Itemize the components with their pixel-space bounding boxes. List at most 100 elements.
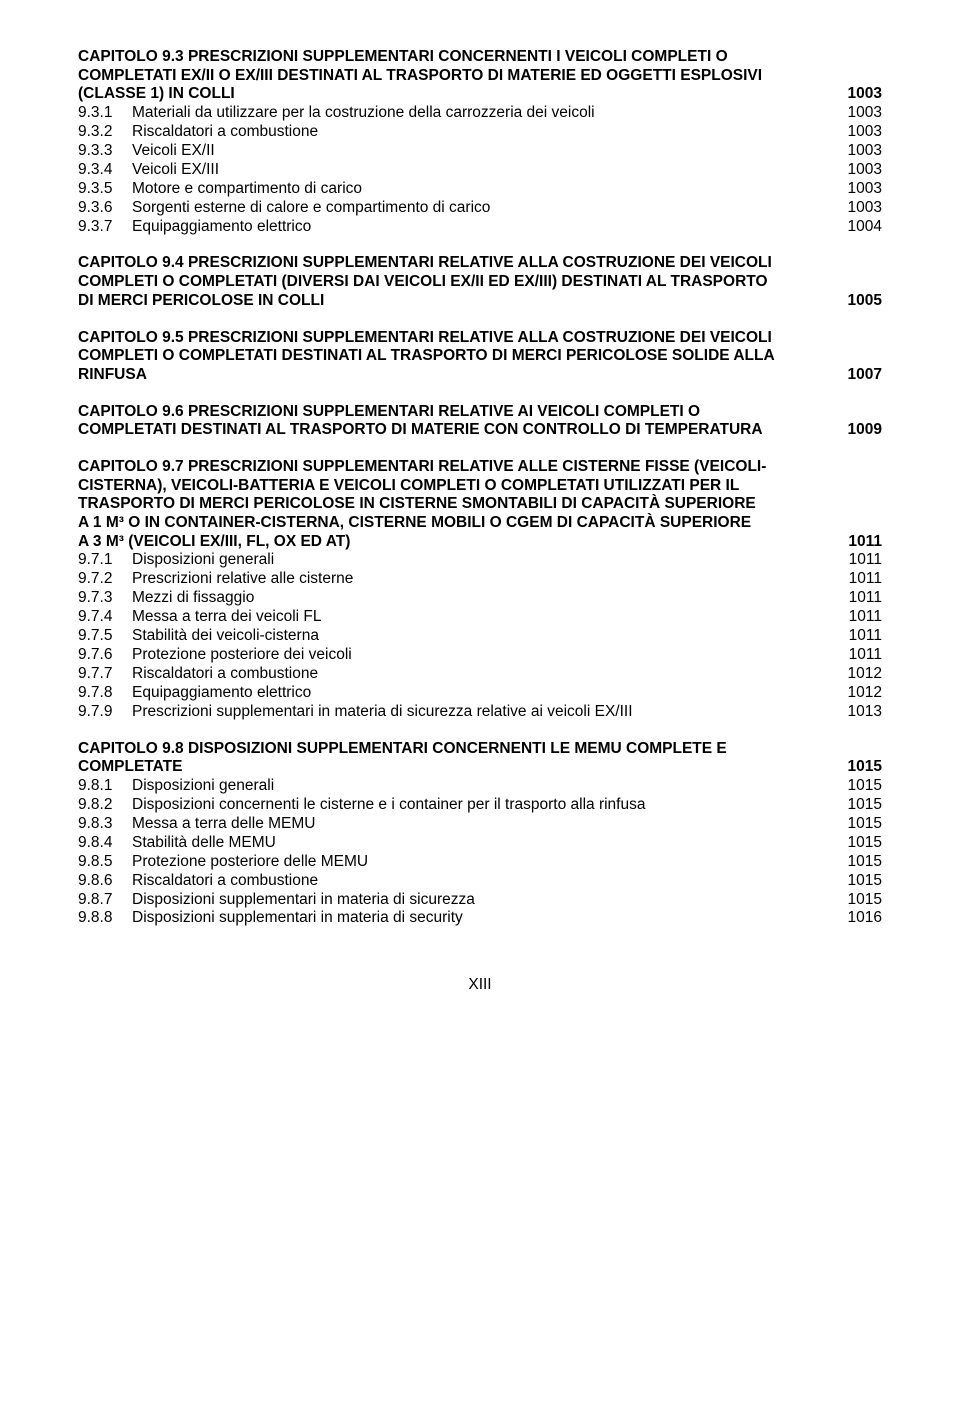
toc-entry: 9.8.6 Riscaldatori a combustione 1015 <box>78 872 882 891</box>
toc-label: 9.7.3 <box>78 589 132 608</box>
toc-label: 9.8.6 <box>78 872 132 891</box>
toc-title: Disposizioni concernenti le cisterne e i… <box>132 796 836 815</box>
toc-label: 9.7.8 <box>78 684 132 703</box>
toc-entry: 9.7.2 Prescrizioni relative alle cistern… <box>78 570 882 589</box>
toc-page-ref: 1015 <box>836 853 882 872</box>
toc-title: Disposizioni generali <box>132 777 836 796</box>
chapter-page-ref: 1003 <box>836 85 882 104</box>
toc-label: 9.3.2 <box>78 123 132 142</box>
toc-page-ref: 1011 <box>836 570 882 589</box>
chapter-heading-line: RINFUSA <box>78 366 836 385</box>
chapter-heading-line: A 3 M³ (VEICOLI EX/III, FL, OX ED AT) <box>78 533 836 552</box>
chapter-heading-line: COMPLETI O COMPLETATI (DIVERSI DAI VEICO… <box>78 273 882 292</box>
chapter-heading-line: CAPITOLO 9.5 PRESCRIZIONI SUPPLEMENTARI … <box>78 329 882 348</box>
chapter-heading-line: CAPITOLO 9.8 DISPOSIZIONI SUPPLEMENTARI … <box>78 740 882 759</box>
chapter-heading-line: CAPITOLO 9.7 PRESCRIZIONI SUPPLEMENTARI … <box>78 458 882 477</box>
toc-entry: 9.8.4 Stabilità delle MEMU 1015 <box>78 834 882 853</box>
toc-entry: 9.3.6 Sorgenti esterne di calore e compa… <box>78 199 882 218</box>
toc-entry: 9.3.2 Riscaldatori a combustione 1003 <box>78 123 882 142</box>
toc-title: Prescrizioni relative alle cisterne <box>132 570 836 589</box>
toc-page-ref: 1015 <box>836 834 882 853</box>
toc-label: 9.8.1 <box>78 777 132 796</box>
toc-page-ref: 1012 <box>836 684 882 703</box>
toc-entry: 9.7.3 Mezzi di fissaggio 1011 <box>78 589 882 608</box>
toc-entry: 9.3.4 Veicoli EX/III 1003 <box>78 161 882 180</box>
toc-page-ref: 1011 <box>836 589 882 608</box>
chapter-heading: CAPITOLO 9.3 PRESCRIZIONI SUPPLEMENTARI … <box>78 48 882 104</box>
toc-page-ref: 1015 <box>836 777 882 796</box>
toc-entry: 9.7.5 Stabilità dei veicoli-cisterna 101… <box>78 627 882 646</box>
page-number: XIII <box>78 976 882 994</box>
chapter-heading-line: COMPLETATI EX/II O EX/III DESTINATI AL T… <box>78 67 882 86</box>
chapter-heading-line: A 1 M³ O IN CONTAINER-CISTERNA, CISTERNE… <box>78 514 882 533</box>
toc-label: 9.7.6 <box>78 646 132 665</box>
toc-label: 9.3.4 <box>78 161 132 180</box>
toc-page-ref: 1011 <box>836 551 882 570</box>
toc-label: 9.8.5 <box>78 853 132 872</box>
toc-entry: 9.8.7 Disposizioni supplementari in mate… <box>78 891 882 910</box>
toc-title: Disposizioni supplementari in materia di… <box>132 909 836 928</box>
toc-title: Mezzi di fissaggio <box>132 589 836 608</box>
toc-title: Protezione posteriore delle MEMU <box>132 853 836 872</box>
chapter-heading: CAPITOLO 9.5 PRESCRIZIONI SUPPLEMENTARI … <box>78 329 882 385</box>
toc-label: 9.3.5 <box>78 180 132 199</box>
toc-title: Motore e compartimento di carico <box>132 180 836 199</box>
chapter-heading-line: COMPLETI O COMPLETATI DESTINATI AL TRASP… <box>78 347 882 366</box>
toc-entry: 9.8.5 Protezione posteriore delle MEMU 1… <box>78 853 882 872</box>
chapter-page-ref: 1007 <box>836 366 882 385</box>
toc-title: Messa a terra delle MEMU <box>132 815 836 834</box>
toc-label: 9.3.6 <box>78 199 132 218</box>
toc-page-ref: 1015 <box>836 872 882 891</box>
toc-entry: 9.7.1 Disposizioni generali 1011 <box>78 551 882 570</box>
toc-label: 9.8.7 <box>78 891 132 910</box>
toc-title: Riscaldatori a combustione <box>132 665 836 684</box>
toc-title: Riscaldatori a combustione <box>132 872 836 891</box>
toc-title: Stabilità delle MEMU <box>132 834 836 853</box>
toc-entry: 9.7.9 Prescrizioni supplementari in mate… <box>78 703 882 722</box>
toc-entry: 9.8.8 Disposizioni supplementari in mate… <box>78 909 882 928</box>
toc-title: Stabilità dei veicoli-cisterna <box>132 627 836 646</box>
chapter-heading-line: CISTERNA), VEICOLI-BATTERIA E VEICOLI CO… <box>78 477 882 496</box>
chapter-heading-line: COMPLETATE <box>78 758 836 777</box>
toc-label: 9.8.4 <box>78 834 132 853</box>
toc-entry: 9.7.7 Riscaldatori a combustione 1012 <box>78 665 882 684</box>
toc-page-ref: 1003 <box>836 142 882 161</box>
toc-entry: 9.8.2 Disposizioni concernenti le cister… <box>78 796 882 815</box>
toc-title: Veicoli EX/III <box>132 161 836 180</box>
toc-title: Equipaggiamento elettrico <box>132 684 836 703</box>
toc-page-ref: 1003 <box>836 161 882 180</box>
toc-page-ref: 1011 <box>836 608 882 627</box>
toc-title: Disposizioni supplementari in materia di… <box>132 891 836 910</box>
toc-label: 9.3.1 <box>78 104 132 123</box>
toc-entry: 9.3.7 Equipaggiamento elettrico 1004 <box>78 218 882 237</box>
toc-title: Equipaggiamento elettrico <box>132 218 836 237</box>
toc-title: Messa a terra dei veicoli FL <box>132 608 836 627</box>
toc-title: Materiali da utilizzare per la costruzio… <box>132 104 836 123</box>
chapter-heading-line: CAPITOLO 9.6 PRESCRIZIONI SUPPLEMENTARI … <box>78 403 882 422</box>
chapter-heading-line: CAPITOLO 9.3 PRESCRIZIONI SUPPLEMENTARI … <box>78 48 882 67</box>
toc-page-ref: 1015 <box>836 891 882 910</box>
chapter-heading-line: TRASPORTO DI MERCI PERICOLOSE IN CISTERN… <box>78 495 882 514</box>
toc-entry: 9.8.1 Disposizioni generali 1015 <box>78 777 882 796</box>
toc-title: Veicoli EX/II <box>132 142 836 161</box>
toc-page-ref: 1015 <box>836 815 882 834</box>
chapter-heading-line: (CLASSE 1) IN COLLI <box>78 85 836 104</box>
toc-page-ref: 1016 <box>836 909 882 928</box>
toc-label: 9.7.2 <box>78 570 132 589</box>
toc-entry: 9.3.1 Materiali da utilizzare per la cos… <box>78 104 882 123</box>
toc-page-ref: 1004 <box>836 218 882 237</box>
chapter-heading-line: CAPITOLO 9.4 PRESCRIZIONI SUPPLEMENTARI … <box>78 254 882 273</box>
toc-page-ref: 1003 <box>836 199 882 218</box>
toc-entry: 9.8.3 Messa a terra delle MEMU 1015 <box>78 815 882 834</box>
chapter-heading: CAPITOLO 9.6 PRESCRIZIONI SUPPLEMENTARI … <box>78 403 882 441</box>
toc-label: 9.7.4 <box>78 608 132 627</box>
toc-page-ref: 1013 <box>836 703 882 722</box>
toc-page-ref: 1003 <box>836 123 882 142</box>
document-page: CAPITOLO 9.3 PRESCRIZIONI SUPPLEMENTARI … <box>0 0 960 1034</box>
toc-label: 9.8.3 <box>78 815 132 834</box>
chapter-page-ref: 1009 <box>836 421 882 440</box>
toc-entry: 9.7.8 Equipaggiamento elettrico 1012 <box>78 684 882 703</box>
toc-label: 9.7.9 <box>78 703 132 722</box>
toc-page-ref: 1011 <box>836 627 882 646</box>
toc-label: 9.7.7 <box>78 665 132 684</box>
